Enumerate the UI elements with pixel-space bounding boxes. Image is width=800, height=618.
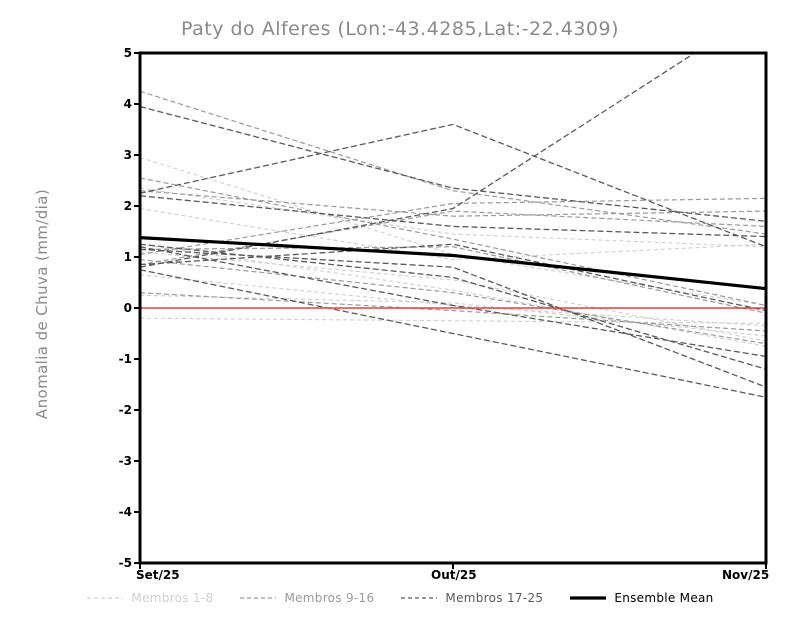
member-line [140, 243, 766, 312]
legend-item[interactable]: Membros 17-25 [400, 591, 543, 605]
member-line [140, 123, 766, 248]
legend-swatch-line-icon [240, 597, 277, 599]
member-line [140, 248, 766, 388]
member-line [140, 197, 766, 256]
legend-item-label: Membros 1-8 [131, 591, 214, 605]
member-line [140, 274, 766, 327]
member-line [140, 208, 766, 261]
y-tick-label: -1 [118, 352, 132, 366]
legend-swatch-line-icon [87, 597, 124, 599]
x-tick-label: Set/25 [136, 568, 180, 582]
x-tick-label: Nov/25 [722, 568, 770, 582]
x-tick-label: Out/25 [431, 568, 477, 582]
member-line [140, 269, 766, 398]
member-line [140, 190, 766, 217]
member-line [140, 317, 766, 324]
legend-item[interactable]: Ensemble Mean [569, 591, 713, 605]
ensemble-mean-line [139, 236, 767, 291]
legend-item-label: Membros 17-25 [445, 591, 544, 605]
member-line [140, 246, 766, 358]
y-tick-label: 5 [123, 46, 132, 60]
member-line [140, 105, 766, 222]
ensemble-mean-line-path [139, 236, 767, 291]
member-line [140, 177, 766, 307]
member-line [140, 251, 766, 342]
y-tick-label: 0 [123, 301, 132, 315]
y-tick-label: -2 [118, 403, 132, 417]
legend-item[interactable]: Membros 9-16 [239, 591, 374, 605]
y-tick-label: 4 [123, 97, 132, 111]
member-line [140, 90, 766, 235]
member-line [140, 243, 766, 370]
member-line [140, 157, 766, 306]
series-lines-layer [140, 53, 766, 398]
legend-item[interactable]: Membros 1-8 [86, 591, 213, 605]
axes-frame [134, 51, 768, 569]
y-tick-label: 2 [123, 199, 132, 213]
member-line [140, 243, 766, 347]
member-line [140, 53, 696, 268]
member-line [140, 258, 766, 345]
y-tick-label: -4 [118, 505, 132, 519]
legend-item-label: Ensemble Mean [614, 591, 714, 605]
chart-title: Paty do Alferes (Lon:-43.4285,Lat:-22.43… [181, 18, 619, 40]
legend-swatch-line-icon [401, 597, 438, 599]
y-tick-label: 1 [123, 250, 132, 264]
member-line [140, 246, 766, 314]
legend-item-label: Membros 9-16 [284, 591, 375, 605]
member-line [140, 292, 766, 332]
member-line [140, 210, 766, 266]
chart-legend: Membros 1-8 Membros 9-16 Membros 17-25 Ense… [0, 588, 800, 608]
y-tick-label: -3 [118, 454, 132, 468]
member-line [140, 187, 766, 248]
y-tick-label: 3 [123, 148, 132, 162]
legend-swatch-line-icon [570, 596, 607, 600]
member-line [140, 195, 766, 238]
y-tick-label: -5 [118, 556, 132, 570]
